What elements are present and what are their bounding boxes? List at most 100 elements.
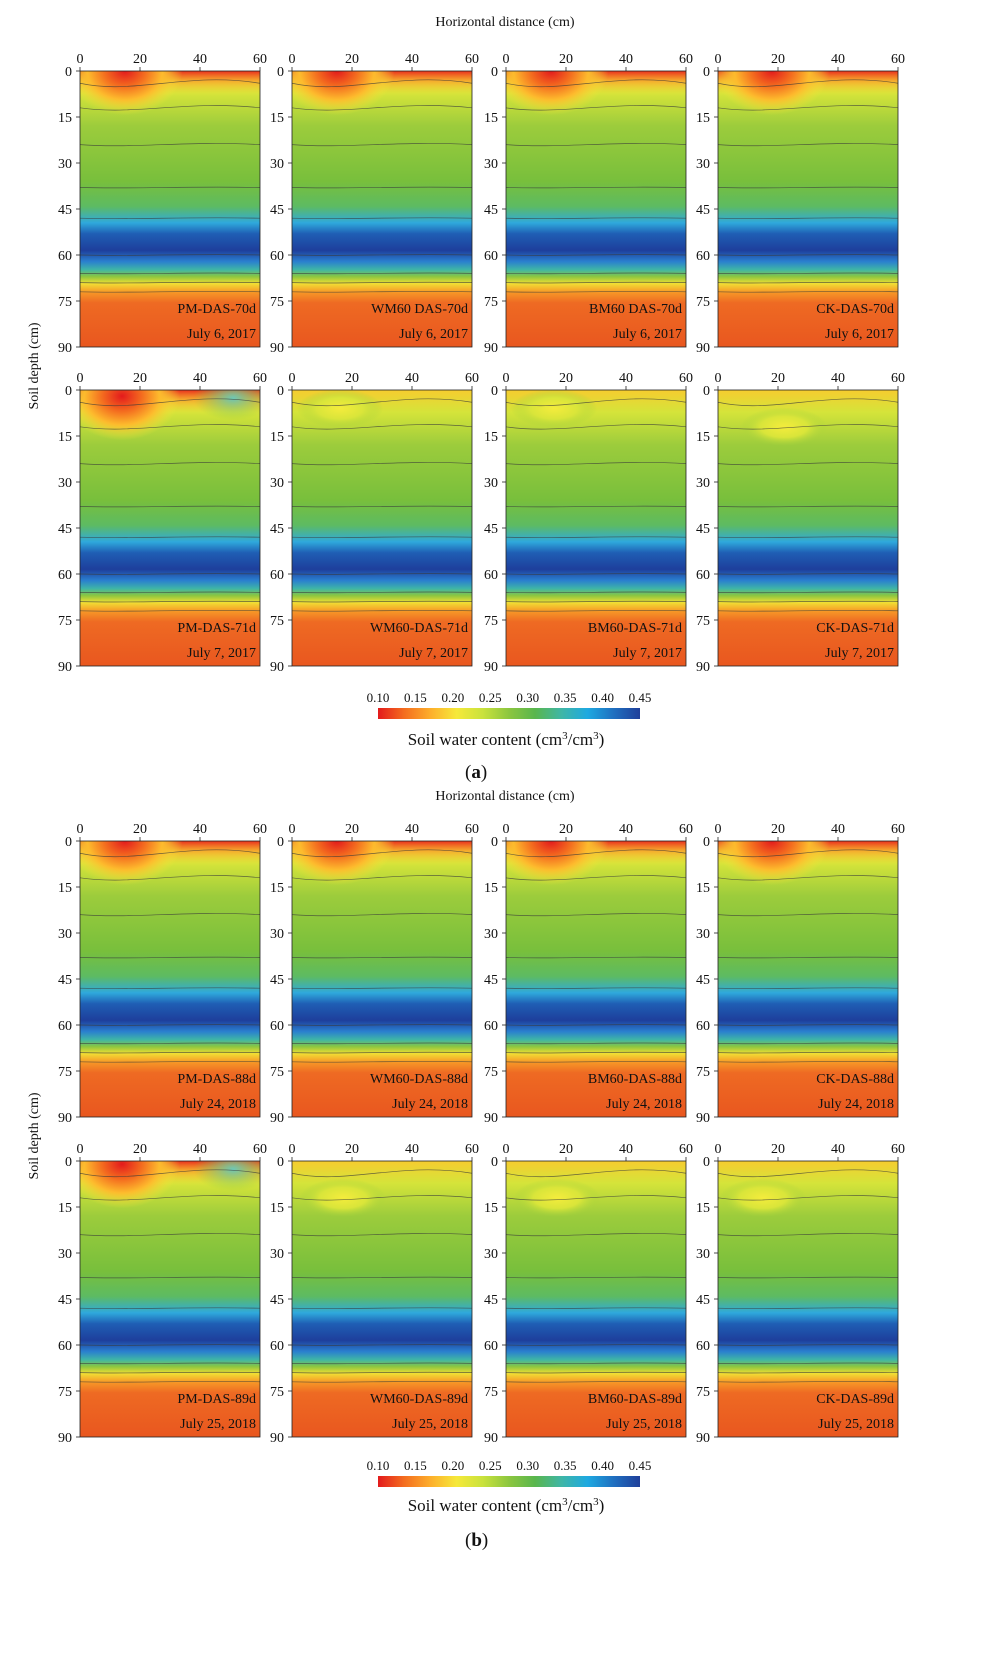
y-tick-label: 75 [270, 614, 284, 629]
contour-line [80, 913, 260, 917]
colorbar-gradient [378, 708, 640, 719]
panel-date: July 24, 2018 [180, 1097, 256, 1112]
colorbar-label-b: Soil water content (cm3/cm3) [408, 1496, 605, 1515]
y-tick-label: 90 [484, 1111, 498, 1126]
contour-line [292, 105, 472, 111]
contour-panel: 0 20 40 60 0 15 30 45 60 75 90 WM60-DAS-71d July 7, … [270, 371, 479, 675]
contour-line [718, 573, 898, 575]
wet-zone [193, 1161, 260, 1192]
y-tick-label: 30 [58, 927, 72, 942]
y-tick-label: 45 [484, 522, 498, 537]
x-tick-label: 0 [77, 52, 84, 67]
contour-line [80, 505, 260, 508]
panel-title: PM-DAS-70d [177, 302, 256, 317]
y-tick-label: 90 [58, 660, 72, 675]
y-tick-label: 60 [484, 1339, 498, 1354]
contour-line [292, 505, 472, 508]
y-tick-label: 30 [696, 476, 710, 491]
y-tick-label: 60 [696, 1339, 710, 1354]
x-tick-label: 60 [465, 1142, 479, 1157]
dry-zone [80, 1161, 180, 1209]
panel-title: BM60-DAS-88d [588, 1072, 682, 1087]
contour-line [718, 291, 898, 293]
contour-line [718, 143, 898, 147]
contour-line [718, 217, 898, 219]
y-tick-label: 45 [696, 973, 710, 988]
y-tick-label: 30 [484, 1247, 498, 1262]
y-tick-label: 30 [484, 157, 498, 172]
contour-line [506, 79, 686, 88]
moist-zone [510, 390, 598, 428]
contour-line [80, 462, 260, 466]
contour-panel: 0 20 40 60 0 15 30 45 60 75 90 BM60 DAS-70d July 6, … [484, 52, 693, 356]
dry-zone [718, 71, 830, 116]
y-tick-label: 30 [58, 157, 72, 172]
panel-date: July 6, 2017 [613, 327, 682, 342]
contour-line [506, 1195, 686, 1201]
x-tick-label: 0 [289, 1142, 296, 1157]
dry-zone [718, 841, 830, 886]
contour-line [292, 281, 472, 284]
contour-panel: 0 20 40 60 0 15 30 45 60 75 90 CK-DAS-70d July 6, 20… [696, 52, 905, 356]
panel-date: July 24, 2018 [606, 1097, 682, 1112]
panel-date: July 24, 2018 [818, 1097, 894, 1112]
x-tick-label: 20 [771, 1142, 785, 1157]
x-tick-label: 60 [253, 822, 267, 837]
y-tick-label: 60 [270, 1019, 284, 1034]
x-tick-label: 60 [465, 52, 479, 67]
swc-field [292, 390, 472, 666]
contour-line [506, 591, 686, 594]
panel-title: PM-DAS-89d [177, 1392, 256, 1407]
y-tick-label: 0 [491, 835, 498, 850]
y-tick-label: 60 [484, 249, 498, 264]
contour-line [80, 1362, 260, 1365]
contour-line [292, 272, 472, 275]
contour-line [506, 1276, 686, 1279]
contour-line [718, 1195, 898, 1201]
contour-line [80, 1307, 260, 1309]
contour-panel: 0 20 40 60 0 15 30 45 60 75 90 BM60-DAS-89d July 25,… [484, 1142, 693, 1446]
x-tick-label: 60 [679, 822, 693, 837]
contour-line [718, 536, 898, 538]
contour-line [718, 1233, 898, 1237]
y-tick-label: 60 [270, 249, 284, 264]
contour-line [292, 1381, 472, 1383]
contour-line [80, 1051, 260, 1054]
y-tick-label: 90 [696, 1111, 710, 1126]
panel-grid: 0 20 40 60 0 15 30 45 60 75 90 PM-DAS-70d July 6, 20… [58, 52, 905, 1446]
contour-line [292, 913, 472, 917]
x-tick-label: 20 [133, 1142, 147, 1157]
contour-line [718, 1024, 898, 1026]
contour-line [292, 1051, 472, 1054]
moist-zone [740, 407, 828, 447]
contour-line [718, 272, 898, 275]
moist-zone [719, 1178, 807, 1218]
contour-panel: 0 20 40 60 0 15 30 45 60 75 90 WM60 DAS-70d July 6, … [270, 52, 479, 356]
x-tick-label: 0 [715, 52, 722, 67]
x-tick-label: 20 [345, 371, 359, 386]
contour-panel: 0 20 40 60 0 15 30 45 60 75 90 CK-DAS-88d July 24, 2… [696, 822, 905, 1126]
y-tick-label: 15 [270, 430, 284, 445]
contour-line [292, 1371, 472, 1374]
contour-line [80, 1195, 260, 1201]
colorbar-tick-label: 0.25 [479, 690, 502, 705]
contour-line [718, 987, 898, 989]
panel-date: July 25, 2018 [180, 1417, 256, 1432]
y-tick-label: 15 [58, 111, 72, 126]
contour-line [80, 1042, 260, 1045]
x-tick-label: 40 [619, 1142, 633, 1157]
y-tick-label: 30 [270, 157, 284, 172]
y-tick-label: 45 [696, 522, 710, 537]
x-tick-label: 0 [77, 371, 84, 386]
swc-field [718, 71, 898, 347]
contour-line [506, 1381, 686, 1383]
contour-line [718, 505, 898, 508]
contour-panel: 0 20 40 60 0 15 30 45 60 75 90 PM-DAS-88d July 24, 2… [58, 822, 267, 1126]
colorbar-tick-label: 0.15 [404, 690, 427, 705]
x-tick-label: 40 [619, 371, 633, 386]
y-tick-label: 15 [270, 111, 284, 126]
x-tick-label: 0 [715, 371, 722, 386]
y-tick-label: 30 [270, 476, 284, 491]
x-tick-label: 0 [77, 822, 84, 837]
contour-line [80, 600, 260, 603]
